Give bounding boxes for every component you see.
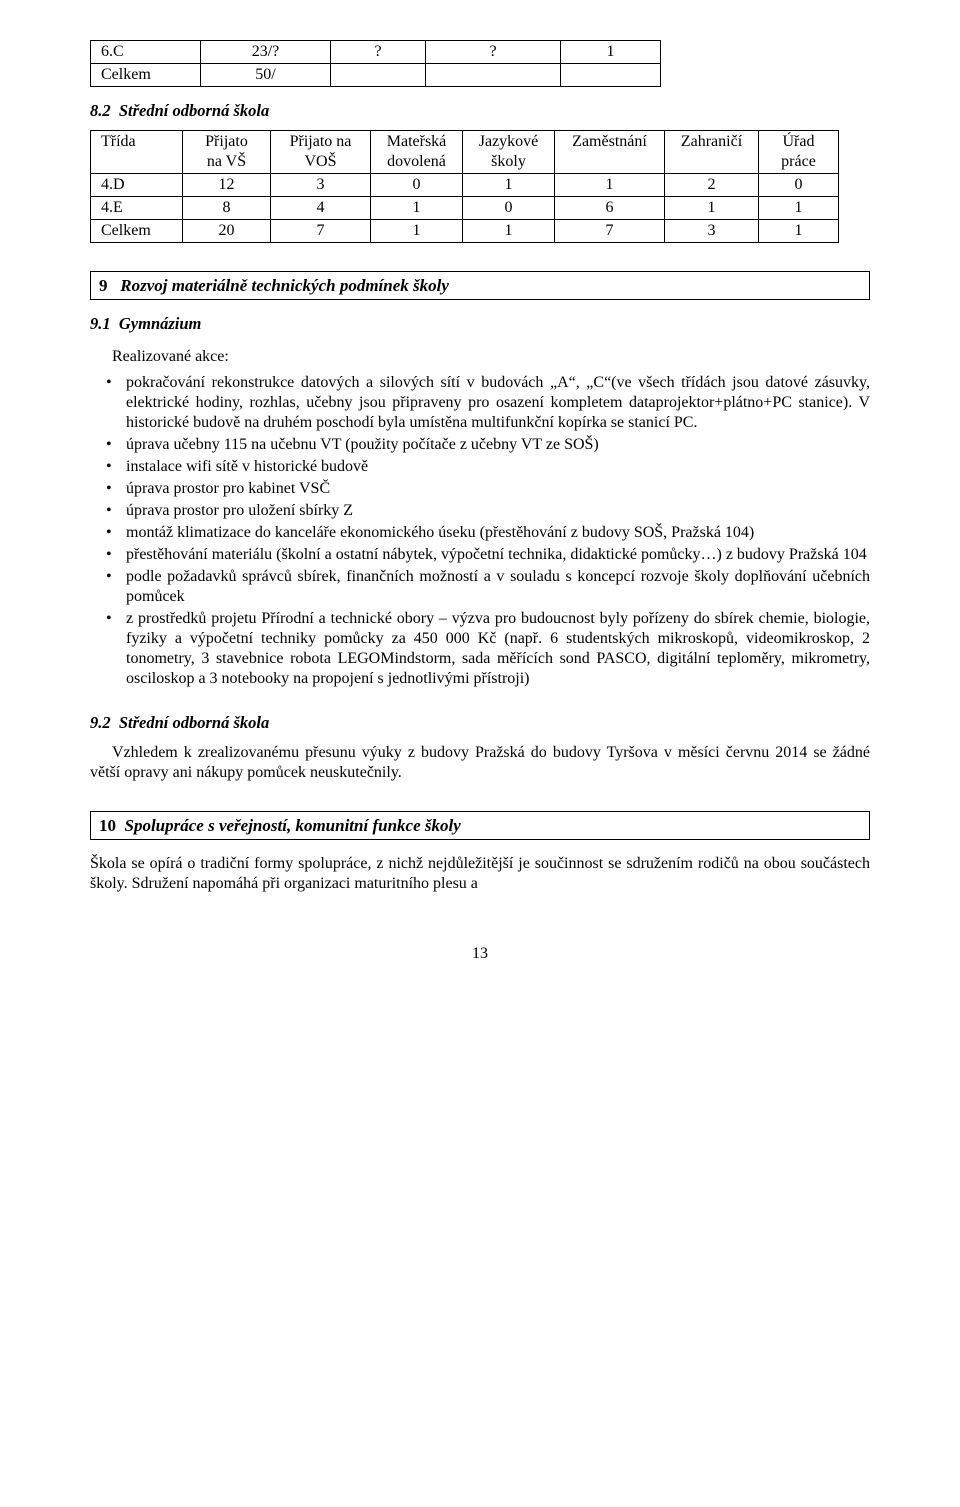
table-cell: 0 [371,173,463,196]
table-cell: 7 [271,219,371,242]
section-9-2-para: Vzhledem k zrealizovanému přesunu výuky … [90,743,870,783]
table-cell: ? [426,41,561,64]
table-row: 4.D12301120 [91,173,839,196]
table-cell: 12 [183,173,271,196]
table-cell: 1 [463,219,555,242]
table-cell: 6 [555,196,665,219]
table-cell: 0 [759,173,839,196]
section-9-1-heading: 9.1 Gymnázium [90,314,870,335]
table-cell: 3 [665,219,759,242]
list-item: úprava prostor pro kabinet VSČ [90,479,870,499]
table-b: TřídaPřijatona VŠPřijato naVOŠMateřskádo… [90,130,839,243]
section-10-para: Škola se opírá o tradiční formy spoluprá… [90,854,870,894]
table-header-cell: Zaměstnání [555,130,665,173]
section-9-num: 9 [99,276,108,295]
table-cell: 4.E [91,196,183,219]
section-9-1-lead: Realizované akce: [90,347,870,367]
page: 6.C23/???1Celkem50/ 8.2 Střední odborná … [0,0,960,1024]
list-item: montáž klimatizace do kanceláře ekonomic… [90,523,870,543]
table-cell: 23/? [201,41,331,64]
section-8-2-title: Střední odborná škola [119,101,269,120]
table-cell: 2 [665,173,759,196]
table-cell: 8 [183,196,271,219]
table-header-cell: Třída [91,130,183,173]
list-item: přestěhování materiálu (školní a ostatní… [90,545,870,565]
section-9-1-list: pokračování rekonstrukce datových a silo… [90,373,870,689]
table-cell: 1 [665,196,759,219]
table-cell: Celkem [91,219,183,242]
list-item: podle požadavků správců sbírek, finanční… [90,567,870,607]
table-header-row: TřídaPřijatona VŠPřijato naVOŠMateřskádo… [91,130,839,173]
table-header-cell: Přijatona VŠ [183,130,271,173]
table-cell: Celkem [91,64,201,87]
table-header-cell: Přijato naVOŠ [271,130,371,173]
table-cell: 0 [463,196,555,219]
section-9-2-heading: 9.2 Střední odborná škola [90,713,870,734]
table-a: 6.C23/???1Celkem50/ [90,40,661,87]
section-9-heading-box: 9 Rozvoj materiálně technických podmínek… [90,271,870,300]
list-item: úprava prostor pro uložení sbírky Z [90,501,870,521]
table-header-cell: Zahraničí [665,130,759,173]
table-cell: 7 [555,219,665,242]
table-cell: 6.C [91,41,201,64]
list-item: úprava učebny 115 na učebnu VT (použity … [90,435,870,455]
table-row: 4.E8410611 [91,196,839,219]
table-cell [426,64,561,87]
table-cell [561,64,661,87]
table-cell: 50/ [201,64,331,87]
section-9-title: Rozvoj materiálně technických podmínek š… [120,276,449,295]
table-header-cell: Mateřskádovolená [371,130,463,173]
table-cell: 1 [371,219,463,242]
table-cell: 1 [371,196,463,219]
page-number: 13 [90,944,870,964]
table-cell: 1 [463,173,555,196]
table-cell: 4 [271,196,371,219]
section-8-2-heading: 8.2 Střední odborná škola [90,101,870,122]
table-row: Celkem20711731 [91,219,839,242]
section-8-2-num: 8.2 [90,101,111,120]
table-header-cell: Jazykovéškoly [463,130,555,173]
list-item: instalace wifi sítě v historické budově [90,457,870,477]
list-item: pokračování rekonstrukce datových a silo… [90,373,870,433]
section-10-heading-box: 10 Spolupráce s veřejností, komunitní fu… [90,811,870,840]
section-10-num: 10 [99,816,116,835]
table-cell: 3 [271,173,371,196]
table-row: 6.C23/???1 [91,41,661,64]
table-cell: 1 [759,196,839,219]
table-cell: 4.D [91,173,183,196]
table-cell: 1 [555,173,665,196]
table-header-cell: Úřadpráce [759,130,839,173]
section-9-2-title: Střední odborná škola [119,713,269,732]
table-cell: ? [331,41,426,64]
section-9-1-title: Gymnázium [119,314,202,333]
table-cell: 1 [561,41,661,64]
table-row: Celkem50/ [91,64,661,87]
section-9-2-num: 9.2 [90,713,111,732]
table-cell: 20 [183,219,271,242]
section-9-1-num: 9.1 [90,314,111,333]
section-10-title: Spolupráce s veřejností, komunitní funkc… [125,816,461,835]
list-item: z prostředků projetu Přírodní a technick… [90,609,870,689]
table-cell [331,64,426,87]
table-cell: 1 [759,219,839,242]
